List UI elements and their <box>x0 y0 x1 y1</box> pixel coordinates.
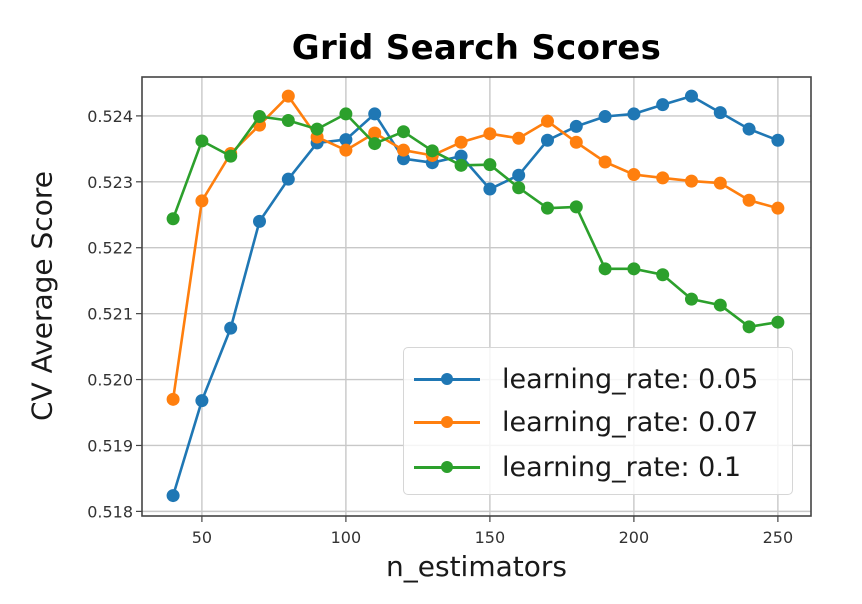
data-point-marker <box>224 149 238 163</box>
data-point-marker <box>742 193 756 207</box>
legend-label: learning_rate: 0.07 <box>502 406 759 438</box>
data-point-marker <box>540 201 554 215</box>
x-tick-label: 200 <box>619 528 650 547</box>
legend-item-lr-0.07: learning_rate: 0.07 <box>404 399 758 445</box>
data-point-marker <box>339 143 353 157</box>
legend: learning_rate: 0.05 learning_rate: 0.07 … <box>403 347 793 495</box>
legend-item-lr-0.05: learning_rate: 0.05 <box>404 356 758 402</box>
data-point-marker <box>368 137 382 151</box>
data-point-marker <box>771 201 785 215</box>
data-point-marker <box>540 133 554 147</box>
data-point-marker <box>281 172 295 186</box>
data-point-marker <box>339 133 353 147</box>
data-point-marker <box>512 168 526 182</box>
data-point-marker <box>598 110 612 124</box>
data-point-marker <box>742 122 756 136</box>
data-point-marker <box>339 107 353 121</box>
data-point-marker <box>656 98 670 112</box>
data-point-marker <box>281 114 295 128</box>
data-point-marker <box>656 171 670 185</box>
legend-label: learning_rate: 0.05 <box>502 363 759 395</box>
legend-dot <box>441 416 453 428</box>
data-point-marker <box>252 110 266 124</box>
legend-dot <box>441 373 453 385</box>
data-point-marker <box>512 181 526 195</box>
series-line-0 <box>166 89 785 503</box>
y-tick-label: 0.521 <box>87 305 133 324</box>
legend-marker-icon <box>414 416 480 428</box>
data-series <box>166 89 785 503</box>
data-point-marker <box>281 89 295 103</box>
data-point-marker <box>627 168 641 182</box>
data-point-marker <box>195 134 209 148</box>
data-point-marker <box>684 174 698 188</box>
data-point-marker <box>195 194 209 208</box>
legend-marker-icon <box>414 461 480 473</box>
data-point-marker <box>713 298 727 312</box>
y-tick-label: 0.522 <box>87 239 133 258</box>
data-point-marker <box>166 392 180 406</box>
y-tick-label: 0.520 <box>87 371 133 390</box>
x-axis-label: n_estimators <box>386 550 567 583</box>
x-tick-label: 250 <box>763 528 794 547</box>
data-point-marker <box>166 212 180 226</box>
y-tick-label: 0.519 <box>87 436 133 455</box>
data-point-marker <box>656 268 670 282</box>
data-point-marker <box>166 489 180 503</box>
x-tick-label: 50 <box>192 528 212 547</box>
x-tick-label: 100 <box>331 528 362 547</box>
data-point-marker <box>454 135 468 149</box>
x-tick-label: 150 <box>475 528 506 547</box>
data-point-marker <box>540 114 554 128</box>
data-point-marker <box>684 292 698 306</box>
data-point-marker <box>713 106 727 120</box>
data-point-marker <box>396 125 410 139</box>
data-point-marker <box>569 200 583 214</box>
data-point-marker <box>627 107 641 121</box>
x-axis-ticks: 50 100 150 200 250 <box>192 516 793 547</box>
data-point-marker <box>627 262 641 276</box>
y-tick-label: 0.518 <box>87 502 133 521</box>
data-point-marker <box>454 149 468 163</box>
data-point-marker <box>483 127 497 141</box>
legend-item-lr-0.1: learning_rate: 0.1 <box>404 444 741 490</box>
data-point-marker <box>454 158 468 172</box>
y-axis-ticks: 0.518 0.519 0.520 0.521 0.522 0.523 0.524 <box>87 107 142 521</box>
data-point-marker <box>368 107 382 121</box>
data-point-marker <box>252 214 266 228</box>
axes-frame <box>141 76 812 517</box>
data-point-marker <box>224 321 238 335</box>
data-point-marker <box>483 158 497 172</box>
data-point-marker <box>396 143 410 157</box>
data-point-marker <box>569 135 583 149</box>
data-point-marker <box>368 126 382 140</box>
data-point-marker <box>684 89 698 103</box>
legend-label: learning_rate: 0.1 <box>502 451 742 483</box>
y-tick-label: 0.524 <box>87 107 133 126</box>
legend-marker-icon <box>414 373 480 385</box>
data-point-marker <box>425 144 439 158</box>
data-point-marker <box>483 182 497 196</box>
data-point-marker <box>310 122 324 136</box>
legend-dot <box>441 461 453 473</box>
data-point-marker <box>598 155 612 169</box>
data-point-marker <box>771 315 785 329</box>
data-point-marker <box>742 320 756 334</box>
data-point-marker <box>512 131 526 145</box>
data-point-marker <box>713 176 727 190</box>
data-point-marker <box>771 133 785 147</box>
data-point-marker <box>598 262 612 276</box>
series-line-2 <box>166 107 785 334</box>
chart-title: Grid Search Scores <box>291 28 662 68</box>
data-point-marker <box>569 119 583 133</box>
data-point-marker <box>195 394 209 408</box>
y-tick-label: 0.523 <box>87 173 133 192</box>
